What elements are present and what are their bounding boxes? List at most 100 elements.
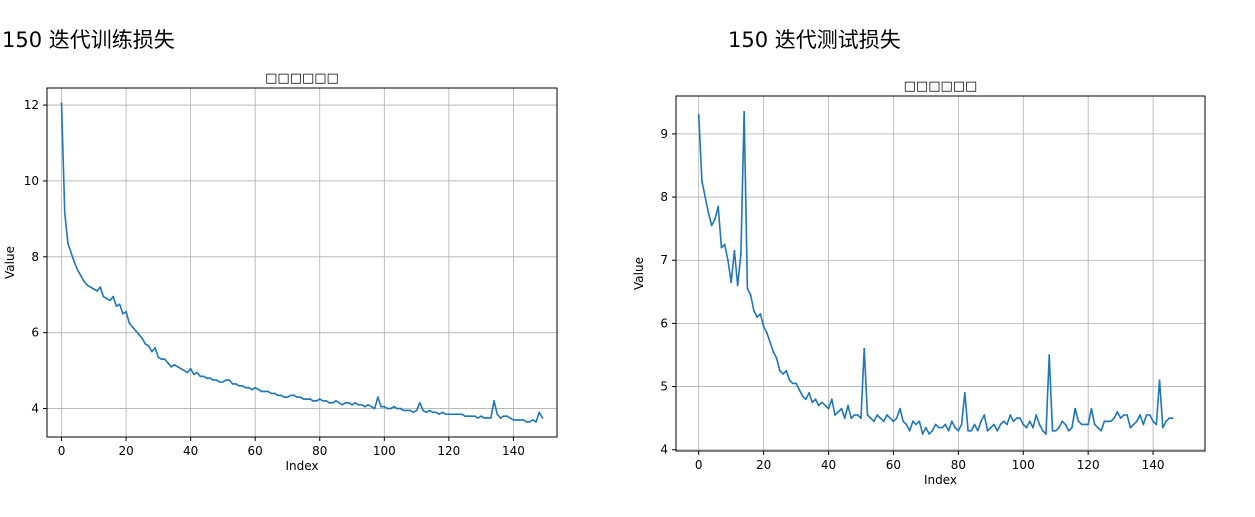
data-point [393,405,395,408]
data-point [967,429,969,432]
data-point [860,417,862,420]
data-point [322,400,324,402]
data-point [723,243,726,246]
data-point [801,395,804,397]
data-point [1122,414,1125,416]
data-point [947,429,950,432]
data-point [176,365,179,368]
data-point [1064,423,1067,426]
data-point [409,409,412,412]
data-point [473,415,476,418]
data-point [222,381,224,383]
data-point [989,426,992,429]
data-point [762,325,765,328]
data-point [1032,426,1034,429]
data-point [302,398,305,400]
data-point [879,417,882,420]
x-tick-label: 120 [437,444,460,458]
data-point [157,356,160,359]
data-point [1041,429,1044,432]
data-point [912,420,914,423]
data-point [1002,420,1005,423]
data-point [357,403,360,406]
data-point [515,419,518,421]
data-point [267,390,270,393]
data-point [509,417,512,419]
data-point [765,331,768,334]
data-point [1012,420,1015,423]
data-point [525,420,528,423]
data-point [1019,417,1021,420]
data-point [837,410,840,413]
data-point [528,420,531,423]
data-point [315,400,318,402]
data-point [701,180,703,183]
data-point [996,429,999,432]
data-point [205,377,208,380]
data-point [892,420,895,423]
data-point [937,426,940,429]
data-point [1119,417,1122,420]
data-point [467,415,470,418]
data-point [454,413,457,416]
data-point [710,224,713,227]
data-point [727,259,729,262]
data-point [422,409,424,412]
data-point [212,379,215,381]
data-point [186,371,189,374]
data-point [924,426,927,429]
data-point [347,401,350,404]
data-point [418,401,421,404]
data-point [131,326,134,328]
data-point [334,400,337,402]
data-point [328,401,331,404]
data-point [1048,354,1051,356]
data-point [993,423,995,426]
data-point [293,394,295,397]
data-point [782,373,784,375]
data-point [1015,417,1018,420]
data-point [299,396,302,399]
data-point [376,396,379,399]
data-point [717,205,720,208]
data-point [1155,423,1158,426]
data-point [1139,414,1141,416]
data-point [1051,429,1054,432]
data-point [931,429,934,432]
data-point [512,419,515,421]
data-point [873,420,875,423]
series-line [697,110,1173,435]
data-point [1165,420,1167,423]
data-point [280,394,282,397]
data-point [396,407,399,410]
data-point [160,358,163,361]
data-point [980,420,982,423]
data-point [960,423,963,426]
data-point [752,309,755,312]
data-point [173,364,176,366]
data-point [785,369,788,372]
y-tick-label: 4 [660,443,668,457]
data-point [1035,414,1038,416]
data-point [79,274,82,277]
data-point [344,401,347,404]
data-point [1074,407,1077,410]
data-point [238,384,240,387]
data-point [772,350,775,353]
data-point [791,382,794,385]
x-tick-label: 40 [183,444,198,458]
data-point [331,401,334,404]
data-point [905,423,908,426]
data-point [1077,420,1080,423]
data-point [999,423,1002,426]
data-point [928,433,931,435]
data-point [1025,426,1028,429]
x-tick-label: 0 [695,458,703,472]
data-point [138,333,140,336]
data-point [341,403,344,406]
data-point [470,415,473,418]
data-point [73,261,76,264]
data-point [847,404,849,407]
